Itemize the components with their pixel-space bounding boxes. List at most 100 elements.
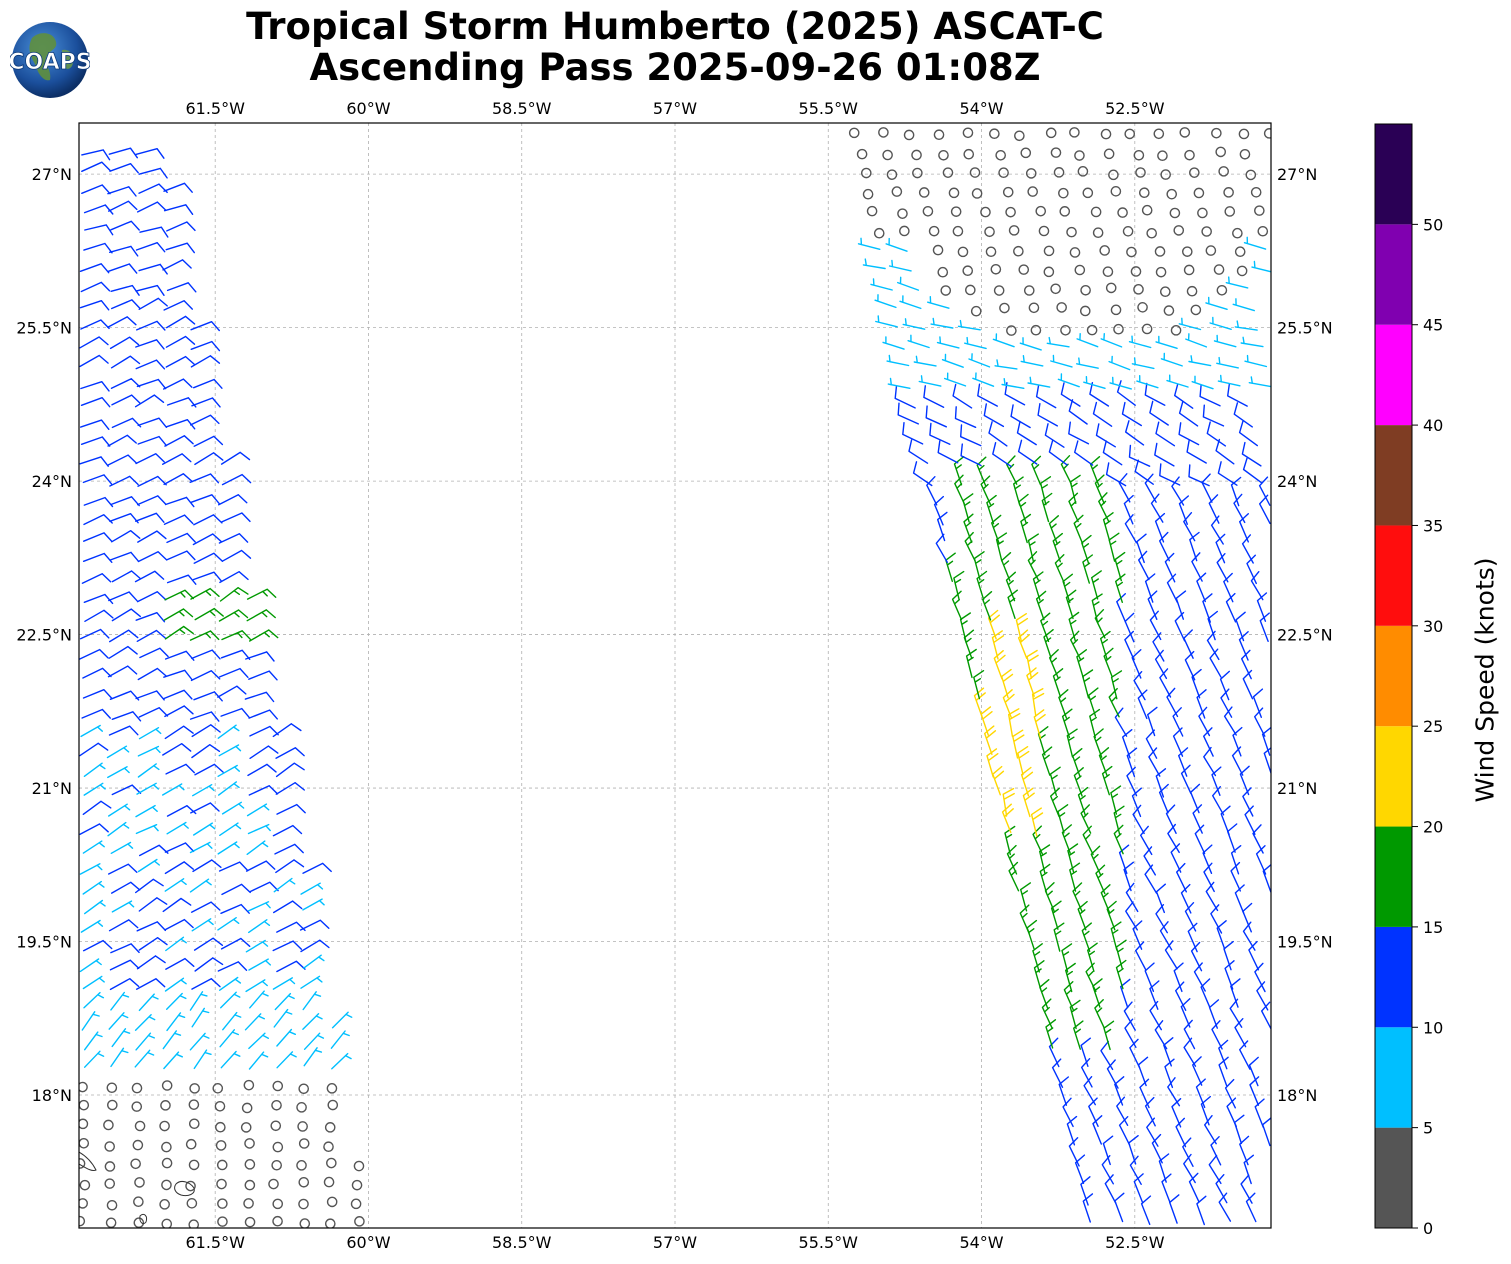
wind-barb bbox=[79, 1215, 86, 1227]
wind-barb bbox=[1232, 298, 1255, 312]
wind-barb bbox=[929, 422, 951, 445]
colorbar-tick-label: 20 bbox=[1423, 818, 1443, 837]
wind-barb bbox=[1035, 384, 1057, 409]
wind-barb bbox=[221, 473, 252, 486]
wind-barb bbox=[1113, 323, 1124, 335]
wind-barb bbox=[134, 570, 165, 583]
wind-barb bbox=[1154, 442, 1175, 467]
wind-barb bbox=[1202, 844, 1213, 874]
wind-barb bbox=[246, 840, 269, 855]
wind-barb bbox=[971, 188, 983, 199]
wind-barb bbox=[983, 403, 1005, 428]
wind-barb bbox=[1241, 441, 1262, 467]
wind-barb bbox=[219, 587, 249, 602]
wind-barb bbox=[1248, 376, 1271, 388]
wind-barb bbox=[104, 1141, 115, 1152]
wind-barb bbox=[1052, 668, 1064, 698]
wind-barb bbox=[138, 993, 159, 1012]
wind-barb bbox=[1173, 962, 1184, 993]
wind-barb bbox=[331, 1052, 352, 1070]
wind-barb bbox=[163, 473, 193, 486]
wind-barb bbox=[952, 383, 973, 409]
wind-barb bbox=[1152, 632, 1165, 662]
lon-label-bottom: 52.5°W bbox=[1105, 1233, 1165, 1252]
wind-barb bbox=[1083, 1076, 1096, 1106]
wind-barb bbox=[1164, 552, 1176, 583]
wind-barb bbox=[1193, 187, 1205, 199]
wind-barb bbox=[137, 763, 160, 778]
wind-barb bbox=[1209, 648, 1222, 678]
wind-barb bbox=[220, 1050, 241, 1069]
wind-barb bbox=[137, 745, 161, 757]
wind-barb bbox=[81, 161, 111, 172]
wind-barb bbox=[82, 689, 113, 700]
wind-barb bbox=[866, 205, 878, 217]
wind-barb bbox=[1002, 787, 1015, 817]
wind-barb bbox=[324, 1122, 336, 1133]
wind-barb bbox=[1233, 493, 1246, 524]
wind-barb bbox=[245, 860, 276, 872]
wind-barb bbox=[1210, 515, 1224, 545]
colorbar-tick-label: 0 bbox=[1423, 1219, 1433, 1238]
wind-barb bbox=[1092, 1115, 1103, 1145]
colorbar-tick-label: 30 bbox=[1423, 617, 1443, 636]
wind-barb bbox=[162, 259, 192, 271]
wind-barb bbox=[132, 1139, 144, 1151]
wind-barb bbox=[109, 245, 139, 257]
wind-barb bbox=[1207, 610, 1218, 641]
colorbar-bin bbox=[1375, 425, 1412, 526]
wind-barb bbox=[1154, 649, 1168, 680]
wind-barb bbox=[214, 1100, 226, 1112]
wind-barb bbox=[165, 936, 187, 952]
wind-barb bbox=[897, 208, 908, 219]
wind-barb bbox=[1174, 383, 1194, 409]
wind-barb bbox=[1031, 455, 1042, 486]
wind-barb bbox=[1199, 384, 1221, 407]
wind-barb bbox=[244, 1216, 256, 1228]
wind-barb bbox=[302, 954, 325, 969]
wind-barb bbox=[164, 625, 194, 640]
wind-barbs bbox=[79, 127, 1271, 1228]
wind-barb bbox=[298, 1176, 310, 1188]
wind-barb bbox=[1190, 783, 1201, 814]
wind-barb bbox=[891, 186, 903, 197]
wind-barb bbox=[189, 841, 213, 854]
wind-barb bbox=[899, 295, 922, 310]
wind-barb bbox=[243, 1198, 254, 1209]
wind-barb bbox=[980, 475, 992, 505]
wind-barb bbox=[1231, 746, 1244, 776]
wind-barb bbox=[353, 1160, 365, 1172]
wind-barb bbox=[1250, 571, 1264, 601]
wind-barb bbox=[1031, 688, 1045, 717]
wind-barb bbox=[302, 898, 325, 911]
wind-barb bbox=[245, 939, 269, 953]
wind-barb bbox=[138, 707, 169, 718]
wind-barb bbox=[1204, 1115, 1217, 1145]
wind-barb bbox=[1020, 355, 1044, 367]
wind-barb bbox=[133, 1217, 145, 1228]
wind-barb bbox=[163, 182, 193, 193]
wind-barb bbox=[1149, 1000, 1162, 1031]
wind-barb bbox=[137, 858, 160, 873]
wind-barb bbox=[984, 725, 997, 755]
wind-barb bbox=[857, 237, 881, 250]
wind-barb bbox=[274, 843, 304, 855]
wind-barb bbox=[1259, 612, 1270, 642]
wind-barb bbox=[923, 385, 945, 408]
wind-barb bbox=[1159, 463, 1181, 486]
wind-barb bbox=[1256, 981, 1269, 1011]
wind-barb bbox=[135, 284, 165, 296]
wind-barb bbox=[1028, 302, 1040, 314]
wind-barb bbox=[1102, 1135, 1114, 1166]
wind-barb bbox=[1132, 920, 1143, 950]
wind-barb bbox=[1074, 264, 1086, 276]
wind-barb bbox=[1184, 149, 1195, 161]
wind-barb bbox=[217, 724, 240, 739]
wind-barb bbox=[135, 804, 158, 818]
wind-barb bbox=[221, 630, 251, 641]
wind-barb bbox=[1147, 706, 1158, 737]
wind-barb bbox=[191, 1007, 210, 1028]
wind-barb bbox=[273, 1008, 293, 1028]
wind-barb bbox=[79, 1081, 88, 1093]
wind-barb bbox=[106, 1199, 118, 1211]
